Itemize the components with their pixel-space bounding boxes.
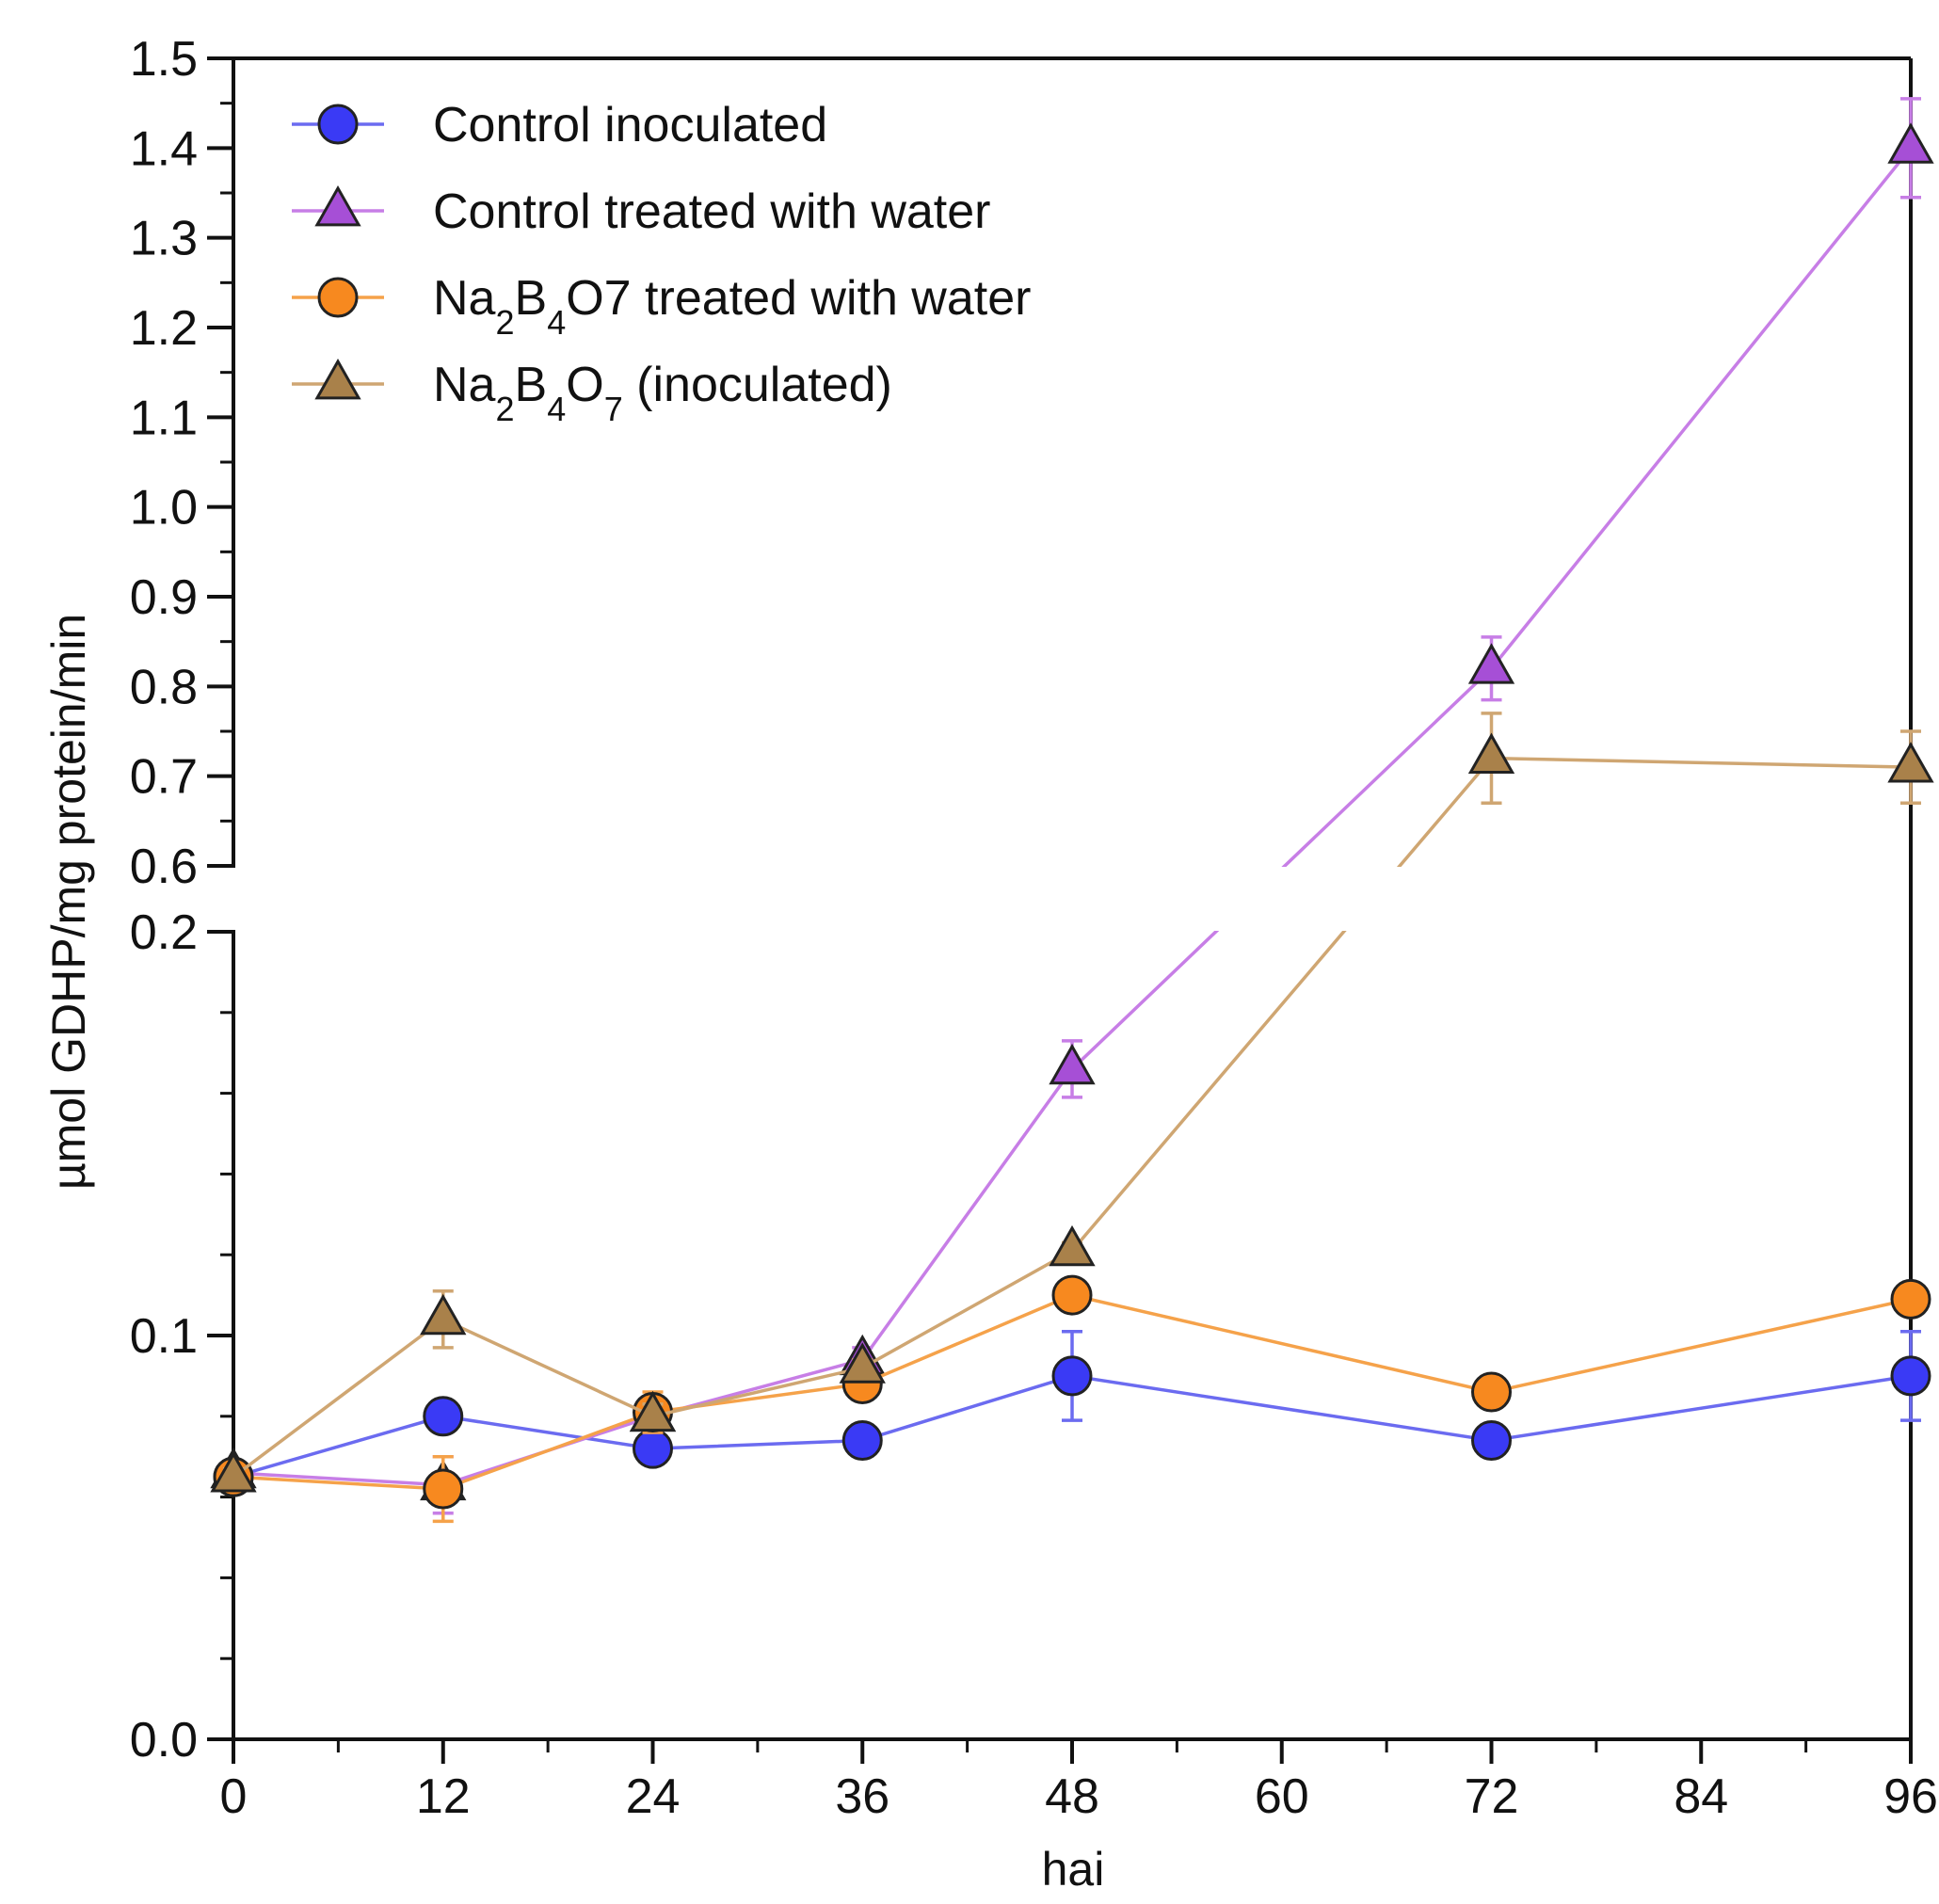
data-point [1049, 1224, 1096, 1267]
legend-marker [314, 358, 361, 400]
data-point [1051, 1274, 1093, 1316]
x-tick-label: 96 [1883, 1769, 1938, 1824]
data-point [1467, 732, 1515, 774]
x-tick-label: 72 [1465, 1769, 1519, 1824]
data-point [629, 1390, 677, 1432]
y-tick-label: 1.5 [130, 32, 198, 87]
x-axis-title: hai [1042, 1843, 1105, 1896]
data-point [839, 1342, 886, 1384]
series-layer [210, 97, 1934, 1524]
data-point [1890, 1278, 1931, 1320]
x-tick-label: 36 [835, 1769, 889, 1824]
legend-label-part: O [566, 358, 603, 412]
legend-label-part: 2 [495, 303, 514, 342]
y-tick-label: 0.0 [130, 1713, 198, 1768]
y-tick-label: 0.8 [130, 660, 198, 714]
legend-marker [317, 277, 359, 318]
legend-label: Na2B4O7 treated with water [433, 271, 1031, 342]
series-4 [210, 712, 1934, 1493]
legend-item: Control treated with water [292, 184, 991, 239]
y-tick-label: 0.2 [130, 905, 198, 960]
legend-label-part: B [515, 358, 548, 412]
y-axis-title: µmol GDHP/mg protein/min [42, 614, 95, 1190]
legend-marker [317, 104, 359, 145]
y-tick-label: 0.6 [130, 840, 198, 894]
axis-ticks: 0 12 24 36 48 60 72 84 960.00.10.20.60.70.80.91.… [130, 32, 1938, 1824]
data-point [1471, 1371, 1512, 1413]
legend-label-part: 2 [495, 390, 514, 428]
x-tick-label: 24 [626, 1769, 681, 1824]
legend-label-part: Na [433, 271, 496, 326]
legend-label-part: O7 treated with water [566, 271, 1031, 326]
x-tick-label: 12 [416, 1769, 471, 1824]
data-point [420, 1293, 467, 1336]
legend-label: Control treated with water [433, 184, 991, 239]
y-tick-label: 1.4 [130, 121, 198, 176]
legend-label-part: Control treated with water [433, 184, 991, 239]
legend-label-part: 7 [604, 390, 623, 428]
legend-label-part: (inoculated) [623, 358, 892, 412]
legend-item: Na2B4O7 (inoculated) [292, 358, 892, 428]
data-point [1887, 742, 1934, 783]
legend-label-part: Na [433, 358, 496, 412]
legend-label: Control inoculated [433, 98, 827, 152]
data-point [1890, 1355, 1931, 1397]
y-tick-label: 0.9 [130, 570, 198, 625]
x-tick-label: 0 [220, 1769, 248, 1824]
y-tick-label: 1.3 [130, 212, 198, 266]
legend-label-part: B [515, 271, 548, 326]
data-point [423, 1396, 464, 1437]
data-point [841, 1420, 883, 1462]
legend-marker [314, 184, 361, 227]
legend-label-part: 4 [547, 303, 566, 342]
data-point [1049, 1043, 1096, 1085]
x-tick-label: 60 [1255, 1769, 1309, 1824]
axis-break-gap [236, 867, 1908, 931]
legend-label-part: Control inoculated [433, 98, 827, 152]
data-point [1887, 122, 1934, 164]
data-point [633, 1428, 673, 1469]
y-tick-label: 1.0 [130, 481, 198, 536]
data-point [423, 1468, 464, 1510]
data-point [1467, 643, 1515, 684]
data-point [210, 1451, 257, 1493]
data-point [1471, 1420, 1512, 1462]
legend-label: Na2B4O7 (inoculated) [433, 358, 892, 428]
x-tick-label: 48 [1045, 1769, 1099, 1824]
legend: Control inoculated Control treated with w… [292, 98, 1031, 428]
y-tick-label: 1.2 [130, 301, 198, 356]
legend-item: Control inoculated [292, 98, 827, 152]
legend-label-part: 4 [547, 390, 566, 428]
y-tick-label: 1.1 [130, 391, 198, 445]
data-point [1051, 1355, 1093, 1397]
y-tick-label: 0.1 [130, 1309, 198, 1364]
series-1 [213, 1329, 1931, 1497]
x-tick-label: 84 [1674, 1769, 1728, 1824]
legend-item: Na2B4O7 treated with water [292, 271, 1031, 342]
y-tick-label: 0.7 [130, 750, 198, 805]
